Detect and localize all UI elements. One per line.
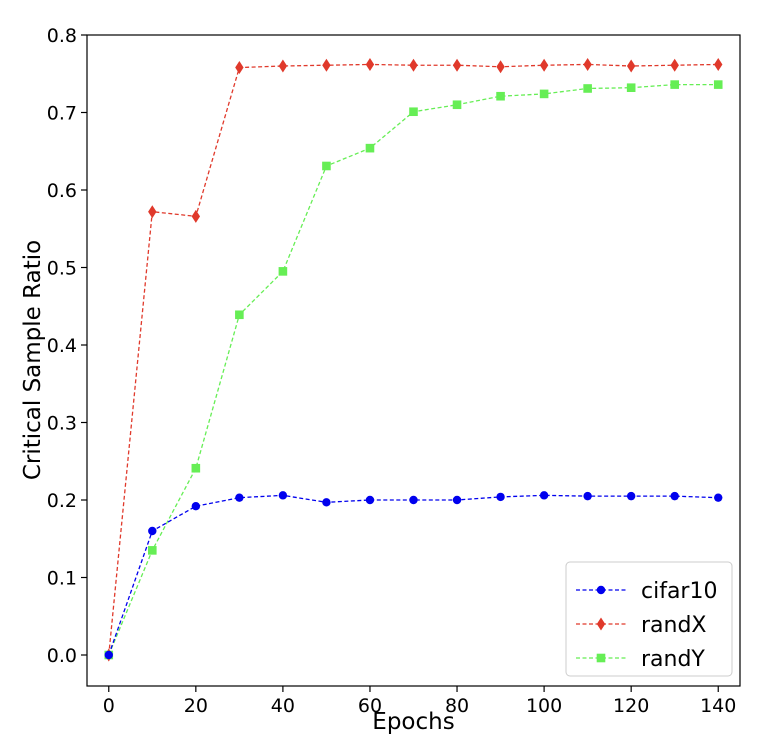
series-randY (104, 80, 723, 660)
data-point-cifar10 (278, 491, 288, 500)
y-tick-label: 0.4 (47, 335, 77, 357)
data-point-randY (365, 143, 375, 153)
legend-marker (596, 617, 606, 631)
data-point-randY (583, 84, 592, 93)
legend-box (565, 561, 733, 677)
y-tick-label: 0.0 (47, 645, 77, 667)
data-point-randY (235, 310, 244, 320)
legend-marker (596, 653, 606, 663)
y-tick-label: 0.3 (47, 413, 77, 435)
legend-label: randX (641, 613, 707, 638)
x-tick-label: 20 (184, 695, 208, 717)
y-tick-label: 0.1 (47, 568, 77, 590)
x-tick-label: 80 (445, 695, 469, 717)
data-point-randX (365, 57, 375, 71)
legend: cifar10 randX randY (565, 561, 733, 677)
data-point-cifar10 (626, 491, 636, 501)
data-point-randX (539, 58, 549, 72)
data-point-randY (409, 107, 418, 117)
data-point-cifar10 (496, 492, 505, 502)
legend-label: cifar10 (641, 579, 717, 604)
series-line-cifar10 (108, 494, 719, 656)
data-point-cifar10 (148, 526, 157, 536)
y-axis-label: Critical Sample Ratio (20, 240, 46, 480)
data-point-randX (235, 61, 244, 75)
data-point-cifar10 (452, 495, 462, 505)
data-point-cifar10 (583, 491, 592, 501)
data-point-randX (496, 60, 505, 74)
data-point-cifar10 (409, 495, 418, 505)
legend-marker (596, 585, 606, 595)
x-tick-label: 120 (613, 695, 649, 717)
y-tick-label: 0.8 (47, 25, 77, 47)
legend-entry-randX: randX (576, 613, 707, 638)
series-line-randX (108, 63, 719, 656)
data-point-cifar10 (670, 491, 679, 501)
y-tick-label: 0.6 (47, 180, 77, 202)
legend-entry-cifar10: cifar10 (576, 579, 717, 604)
data-point-randX (452, 58, 462, 72)
data-point-randX (278, 59, 288, 73)
data-point-cifar10 (191, 502, 201, 511)
data-point-cifar10 (714, 493, 723, 502)
data-point-randX (322, 58, 331, 72)
data-point-cifar10 (235, 493, 244, 502)
data-point-randY (191, 463, 201, 473)
x-tick-label: 100 (526, 695, 562, 717)
data-point-randY (278, 267, 288, 276)
data-point-randY (539, 89, 549, 99)
data-point-randX (191, 209, 201, 223)
data-point-randY (626, 83, 636, 92)
y-axis: 0.0 0.1 0.2 0.3 0.4 0.5 0.6 0.7 0.8 (47, 25, 87, 667)
data-point-cifar10 (104, 650, 113, 660)
data-point-cifar10 (539, 491, 549, 500)
data-point-randY (496, 91, 505, 101)
series-cifar10 (104, 491, 723, 660)
data-point-randX (409, 58, 418, 72)
y-tick-label: 0.2 (47, 490, 77, 512)
data-point-randY (322, 161, 331, 171)
x-tick-label: 40 (271, 695, 295, 717)
x-axis-label: Epochs (372, 709, 454, 735)
data-point-randX (670, 58, 679, 72)
data-point-randY (670, 80, 679, 89)
y-tick-label: 0.7 (47, 103, 77, 125)
x-tick-label: 140 (700, 695, 736, 717)
data-point-randX (714, 57, 723, 71)
data-point-randY (148, 546, 157, 555)
data-point-randX (583, 57, 592, 71)
x-tick-label: 60 (358, 695, 382, 717)
legend-label: randY (641, 647, 705, 672)
y-tick-label: 0.5 (47, 258, 77, 280)
series-layer (104, 57, 723, 662)
legend-entry-randY: randY (576, 647, 705, 672)
data-point-cifar10 (322, 498, 331, 507)
data-point-randX (148, 205, 157, 219)
data-point-randX (626, 59, 636, 73)
data-point-randY (713, 80, 723, 89)
x-tick-label: 0 (103, 695, 115, 717)
data-point-randY (452, 100, 462, 110)
data-point-cifar10 (365, 495, 375, 505)
x-axis: 0 20 40 60 80 100 120 140 (103, 686, 736, 717)
